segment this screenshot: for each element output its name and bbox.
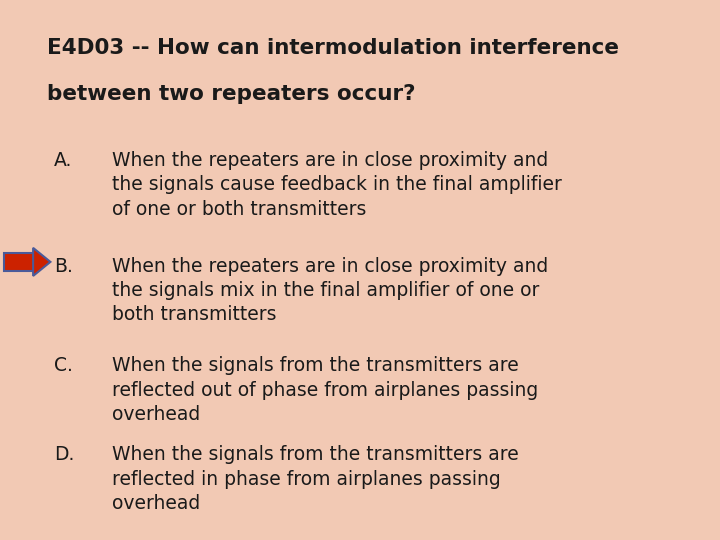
Text: When the signals from the transmitters are
reflected in phase from airplanes pas: When the signals from the transmitters a… — [112, 446, 518, 513]
Text: When the signals from the transmitters are
reflected out of phase from airplanes: When the signals from the transmitters a… — [112, 356, 538, 424]
Text: E4D03 -- How can intermodulation interference: E4D03 -- How can intermodulation interfe… — [47, 38, 618, 58]
Text: When the repeaters are in close proximity and
the signals cause feedback in the : When the repeaters are in close proximit… — [112, 151, 562, 219]
Text: When the repeaters are in close proximity and
the signals mix in the final ampli: When the repeaters are in close proximit… — [112, 256, 548, 324]
Text: D.: D. — [54, 446, 74, 464]
Polygon shape — [33, 248, 50, 276]
Text: A.: A. — [54, 151, 73, 170]
Text: C.: C. — [54, 356, 73, 375]
Polygon shape — [4, 253, 35, 271]
Text: between two repeaters occur?: between two repeaters occur? — [47, 84, 415, 104]
Text: B.: B. — [54, 256, 73, 275]
